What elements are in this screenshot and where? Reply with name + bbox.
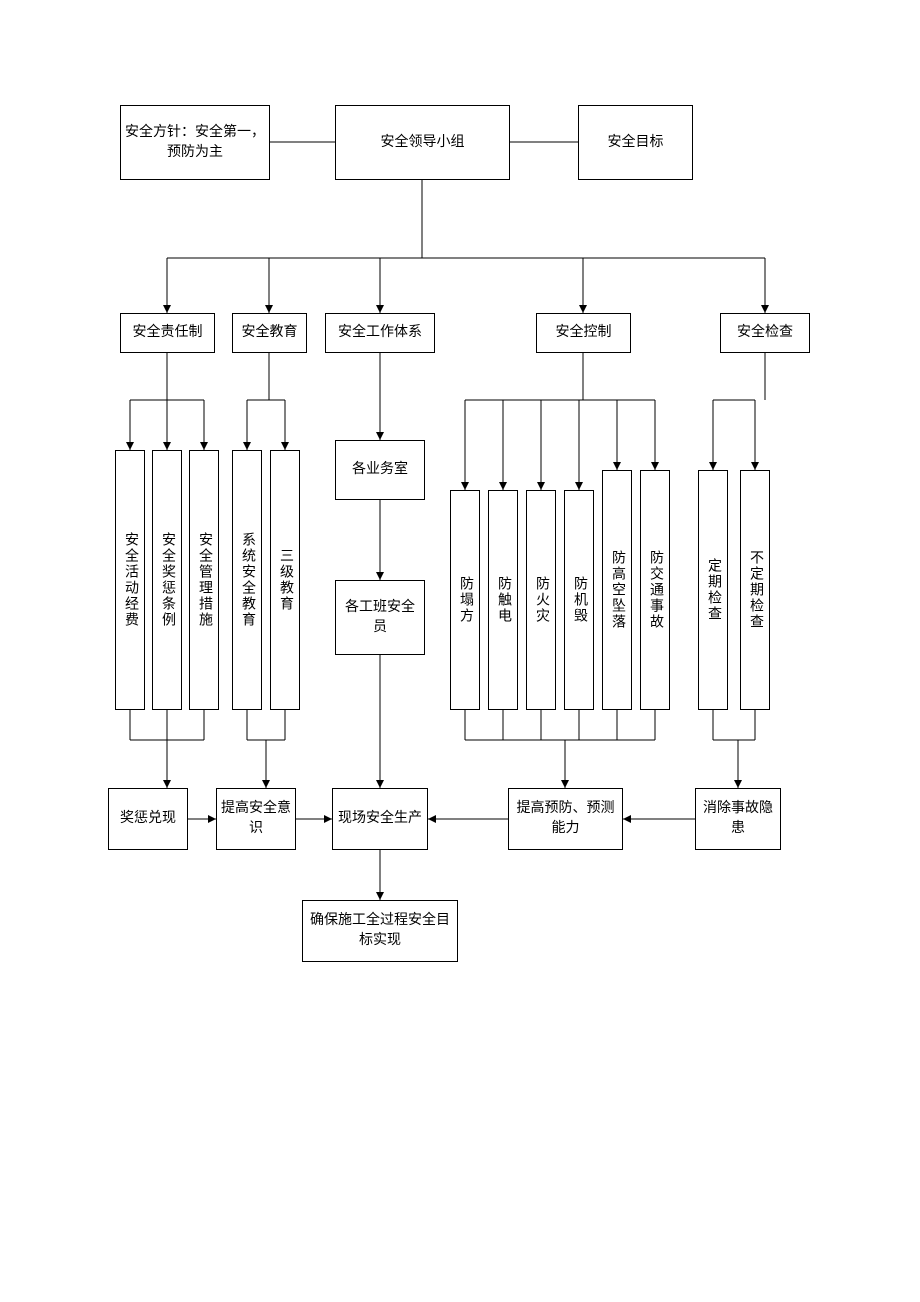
node-ctrl6: 防交通事故 xyxy=(640,470,670,710)
node-insp1: 定期检查 xyxy=(698,470,728,710)
node-insp2: 不定期检查 xyxy=(740,470,770,710)
node-resp2: 安全奖惩条例 xyxy=(152,450,182,710)
node-goal: 安全目标 xyxy=(578,105,693,180)
node-predict: 提高预防、预测能力 xyxy=(508,788,623,850)
node-leader: 安全领导小组 xyxy=(335,105,510,180)
node-policy: 安全方针：安全第一，预防为主 xyxy=(120,105,270,180)
node-resp: 安全责任制 xyxy=(120,313,215,353)
node-reward: 奖惩兑现 xyxy=(108,788,188,850)
node-aware: 提高安全意识 xyxy=(216,788,296,850)
node-crew: 各工班安全员 xyxy=(335,580,425,655)
node-control: 安全控制 xyxy=(536,313,631,353)
node-elim: 消除事故隐患 xyxy=(695,788,781,850)
node-ctrl2: 防触电 xyxy=(488,490,518,710)
node-edu2: 三级教育 xyxy=(270,450,300,710)
flowchart-canvas: 安全方针：安全第一，预防为主安全领导小组安全目标安全责任制安全教育安全工作体系安… xyxy=(0,0,920,1302)
node-onsite: 现场安全生产 xyxy=(332,788,428,850)
node-resp3: 安全管理措施 xyxy=(189,450,219,710)
node-ctrl1: 防塌方 xyxy=(450,490,480,710)
node-edu: 安全教育 xyxy=(232,313,307,353)
node-edu1: 系统安全教育 xyxy=(232,450,262,710)
node-inspect: 安全检查 xyxy=(720,313,810,353)
node-resp1: 安全活动经费 xyxy=(115,450,145,710)
node-ctrl3: 防火灾 xyxy=(526,490,556,710)
node-worksys: 安全工作体系 xyxy=(325,313,435,353)
node-final: 确保施工全过程安全目标实现 xyxy=(302,900,458,962)
node-ctrl4: 防机毁 xyxy=(564,490,594,710)
node-ctrl5: 防高空坠落 xyxy=(602,470,632,710)
node-office: 各业务室 xyxy=(335,440,425,500)
